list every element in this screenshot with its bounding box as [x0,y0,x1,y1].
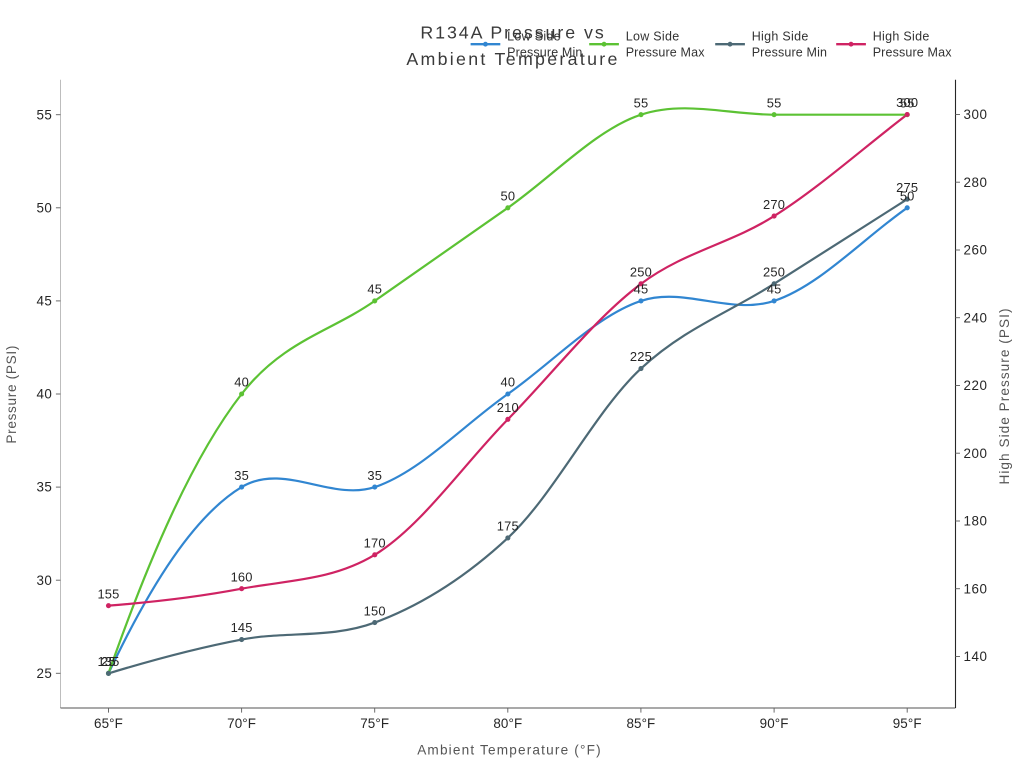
svg-text:35: 35 [234,468,249,483]
svg-text:155: 155 [97,586,119,601]
svg-text:55: 55 [767,95,782,110]
svg-text:High Side Pressure (PSI): High Side Pressure (PSI) [997,307,1012,484]
svg-text:280: 280 [964,175,988,190]
svg-text:240: 240 [964,310,988,325]
svg-text:Ambient Temperature (°F): Ambient Temperature (°F) [417,743,602,758]
svg-text:40: 40 [234,375,249,390]
svg-text:Ambient Temperature: Ambient Temperature [406,49,619,69]
svg-text:300: 300 [964,107,988,122]
svg-text:80°F: 80°F [493,716,522,731]
svg-text:High Side: High Side [873,30,930,44]
svg-text:55: 55 [900,95,915,110]
svg-text:75°F: 75°F [360,716,389,731]
svg-text:95°F: 95°F [893,716,922,731]
svg-text:25: 25 [101,654,116,669]
svg-text:25: 25 [101,654,116,669]
svg-text:45: 45 [767,282,782,297]
svg-text:140: 140 [964,649,988,664]
svg-text:45: 45 [634,282,649,297]
svg-text:90°F: 90°F [760,716,789,731]
svg-text:40: 40 [36,387,52,402]
svg-text:25: 25 [36,666,52,681]
svg-text:225: 225 [630,349,652,364]
svg-text:70°F: 70°F [227,716,256,731]
svg-text:160: 160 [231,569,253,584]
svg-text:30: 30 [36,573,52,588]
svg-text:220: 220 [964,378,988,393]
svg-text:210: 210 [497,400,519,415]
svg-text:45: 45 [367,282,382,297]
svg-text:Pressure Min: Pressure Min [752,46,827,60]
svg-text:45: 45 [36,294,52,309]
svg-text:R134A Pressure vs: R134A Pressure vs [420,23,605,43]
svg-text:Pressure Min: Pressure Min [507,46,582,60]
svg-text:180: 180 [964,514,988,529]
svg-text:135: 135 [97,654,119,669]
svg-text:55: 55 [634,95,649,110]
svg-text:Low Side: Low Side [626,30,680,44]
svg-text:260: 260 [964,243,988,258]
svg-text:50: 50 [900,189,915,204]
svg-text:175: 175 [497,519,519,534]
svg-text:300: 300 [896,95,918,110]
svg-text:250: 250 [630,265,652,280]
svg-text:Pressure (PSI): Pressure (PSI) [4,345,19,444]
svg-text:65°F: 65°F [94,716,123,731]
svg-text:55: 55 [36,107,52,122]
svg-text:50: 50 [500,189,515,204]
svg-text:85°F: 85°F [626,716,655,731]
svg-text:270: 270 [763,197,785,212]
svg-text:40: 40 [500,375,515,390]
svg-text:Pressure Max: Pressure Max [626,46,706,60]
svg-text:160: 160 [964,581,988,596]
svg-text:145: 145 [231,620,253,635]
svg-text:Low Side: Low Side [507,30,561,44]
svg-text:150: 150 [364,603,386,618]
svg-text:275: 275 [896,180,918,195]
svg-text:170: 170 [364,536,386,551]
svg-text:35: 35 [367,468,382,483]
svg-text:High Side: High Side [752,30,809,44]
svg-text:50: 50 [36,200,52,215]
svg-text:35: 35 [36,480,52,495]
svg-text:Pressure Max: Pressure Max [873,46,953,60]
svg-text:200: 200 [964,446,988,461]
svg-text:250: 250 [763,265,785,280]
